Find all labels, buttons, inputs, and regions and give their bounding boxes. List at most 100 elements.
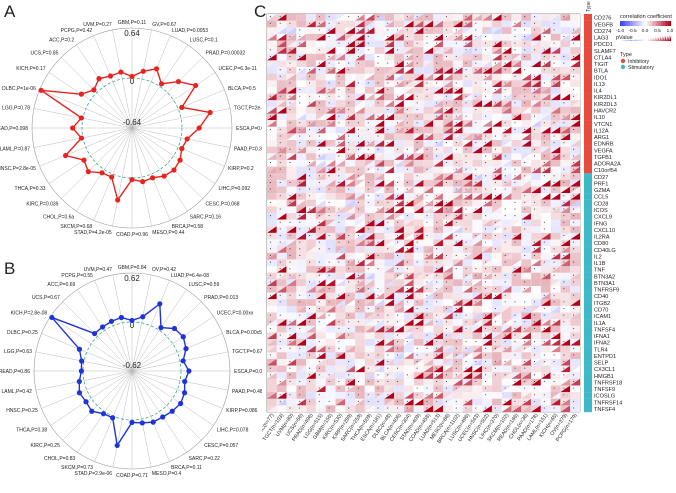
heatmap-significance-dot [387, 288, 389, 290]
heatmap-significance-dot [406, 261, 408, 263]
heatmap-cell [560, 272, 571, 280]
heatmap-triangle [501, 159, 512, 167]
heatmap-significance-dot [524, 162, 526, 164]
heatmap-significance-dot [485, 49, 487, 51]
heatmap-triangle [325, 140, 336, 147]
radar-spoke [131, 301, 202, 372]
heatmap-cell [550, 213, 561, 220]
heatmap-significance-dot [318, 69, 320, 71]
heatmap-cell [325, 312, 336, 320]
heatmap-triangle [325, 319, 336, 326]
heatmap-cell [501, 67, 512, 74]
heatmap-triangle [374, 140, 385, 147]
heatmap-significance-dot [475, 407, 477, 409]
heatmap-significance-dot [328, 201, 330, 203]
heatmap-cell [570, 226, 581, 234]
heatmap-triangle [306, 325, 316, 333]
heatmap-significance-dot [377, 135, 379, 137]
heatmap-cell [364, 339, 375, 346]
legend-cc-swatch [657, 21, 660, 26]
heatmap-significance-dot [533, 89, 536, 91]
heatmap-cell [315, 27, 326, 35]
heatmap-cell [433, 279, 444, 287]
heatmap-triangle [531, 352, 541, 359]
heatmap-cell [423, 53, 434, 61]
heatmap-significance-dot [338, 168, 340, 170]
heatmap-significance-dot [367, 195, 369, 197]
heatmap-triangle [452, 27, 463, 34]
heatmap-significance-dot [475, 361, 477, 363]
heatmap-significance-dot [494, 341, 496, 343]
heatmap-cell [511, 86, 522, 94]
heatmap-cell [374, 133, 385, 141]
heatmap-significance-dot [387, 29, 389, 31]
heatmap-significance-dot [533, 16, 536, 18]
heatmap-significance-dot [416, 361, 418, 363]
heatmap-triangle [286, 27, 297, 34]
heatmap-cell [306, 106, 317, 114]
heatmap-cell [364, 213, 375, 220]
heatmap-triangle [462, 285, 473, 293]
heatmap-cell [550, 27, 561, 35]
heatmap-cell [472, 166, 483, 174]
heatmap-cell [306, 352, 317, 360]
heatmap-significance-dot [348, 314, 350, 316]
heatmap-significance-dot [573, 42, 575, 44]
heatmap-triangle [472, 345, 483, 353]
heatmap-cell [491, 140, 502, 147]
heatmap-cell [550, 232, 561, 240]
type-bar-cell [584, 33, 592, 41]
heatmap-significance-dot [299, 69, 301, 71]
heatmap-triangle [384, 206, 395, 213]
heatmap-triangle [413, 272, 424, 280]
heatmap-triangle [315, 80, 326, 87]
heatmap-significance-dot [465, 42, 467, 44]
legend-cc-swatch [659, 21, 661, 26]
type-bar-cell [584, 345, 592, 353]
heatmap-cell [413, 292, 424, 300]
type-bar-cell [584, 186, 592, 194]
heatmap-cell [296, 106, 307, 114]
heatmap-cell [560, 27, 571, 35]
heatmap-significance-dot [416, 387, 418, 389]
heatmap-triangle [501, 345, 512, 353]
heatmap-significance-dot [445, 288, 448, 290]
radar-axis-label: KICH,P=2.8e-08 [11, 310, 48, 316]
heatmap-triangle [540, 358, 551, 366]
heatmap-triangle [345, 345, 356, 353]
heatmap-triangle [570, 392, 580, 399]
heatmap-significance-dot [318, 281, 320, 283]
heatmap-significance-dot [308, 354, 311, 356]
heatmap-significance-dot [475, 69, 477, 71]
heatmap-cell [374, 385, 385, 393]
heatmap-significance-dot [299, 36, 301, 38]
heatmap-triangle [531, 305, 541, 313]
type-bar-cell [584, 312, 592, 320]
heatmap-significance-dot [338, 181, 340, 184]
heatmap-cell [501, 352, 512, 360]
heatmap-triangle [423, 272, 434, 280]
heatmap-cell [403, 40, 414, 48]
heatmap-significance-dot [357, 168, 360, 170]
heatmap-cell [491, 159, 502, 167]
heatmap-significance-dot [279, 181, 281, 184]
heatmap-triangle [306, 100, 316, 107]
heatmap-significance-dot [475, 122, 477, 124]
heatmap-triangle [511, 405, 522, 412]
heatmap-cell [355, 312, 366, 320]
heatmap-cell [540, 305, 551, 313]
heatmap-significance-dot [338, 142, 340, 144]
heatmap-significance-dot [563, 55, 565, 58]
heatmap-significance-dot [338, 327, 340, 329]
heatmap-significance-dot [455, 347, 457, 349]
heatmap-significance-dot [387, 248, 389, 250]
heatmap-triangle [570, 199, 580, 207]
heatmap-significance-dot [426, 201, 428, 203]
heatmap-cell [511, 47, 522, 54]
heatmap-triangle [267, 93, 277, 101]
heatmap-significance-dot [445, 374, 448, 376]
heatmap-triangle [531, 259, 541, 267]
heatmap-significance-dot [426, 36, 428, 38]
heatmap-significance-dot [279, 314, 281, 316]
heatmap-cell [364, 179, 375, 187]
